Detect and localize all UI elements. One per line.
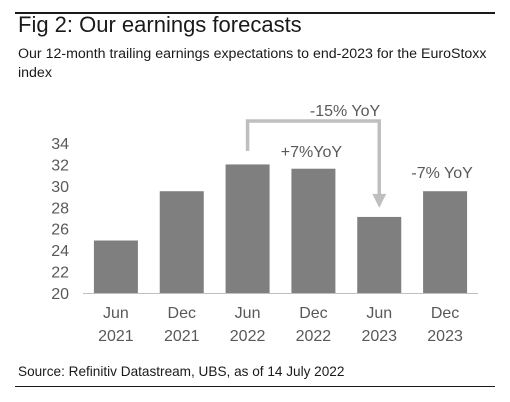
yoy-arrow-line bbox=[245, 119, 381, 195]
y-tick-label: 24 bbox=[51, 243, 69, 260]
x-tick-label: Jun bbox=[366, 305, 392, 322]
y-tick-label: 26 bbox=[51, 222, 69, 239]
bar bbox=[93, 240, 138, 293]
y-tick-label: 28 bbox=[51, 200, 69, 217]
y-tick-label: 32 bbox=[51, 157, 69, 174]
x-tick-label: 2022 bbox=[296, 328, 332, 345]
chart-subtitle: Our 12-month trailing earnings expectati… bbox=[18, 46, 487, 81]
x-tick-label: Jun bbox=[235, 305, 261, 322]
yoy-arrowhead bbox=[372, 193, 387, 208]
x-tick-label: Dec bbox=[168, 305, 196, 322]
bar bbox=[159, 191, 204, 293]
y-tick-label: 34 bbox=[51, 136, 69, 153]
title-rule bbox=[15, 12, 495, 14]
annotation-yoy-arrow: -15% YoY bbox=[310, 103, 381, 120]
bar bbox=[225, 164, 270, 293]
x-tick-label: 2021 bbox=[98, 328, 134, 345]
x-tick-label: Dec bbox=[431, 305, 459, 322]
y-tick-label: 30 bbox=[51, 179, 69, 196]
source-rule bbox=[15, 386, 495, 387]
x-tick-label: 2021 bbox=[164, 328, 200, 345]
x-tick-label: 2022 bbox=[230, 328, 266, 345]
chart-title: Fig 2: Our earnings forecasts bbox=[18, 12, 302, 37]
annotation-yoy-2023: -7% YoY bbox=[411, 165, 473, 182]
annotation-yoy-2022: +7%YoY bbox=[281, 144, 343, 161]
y-tick-label: 22 bbox=[51, 265, 69, 282]
bar bbox=[423, 191, 468, 293]
x-tick-label: Dec bbox=[299, 305, 327, 322]
bar bbox=[357, 216, 402, 293]
bar bbox=[291, 168, 336, 293]
x-tick-label: 2023 bbox=[427, 328, 463, 345]
source-note: Source: Refinitiv Datastream, UBS, as of… bbox=[18, 364, 345, 379]
x-tick-label: Jun bbox=[103, 305, 129, 322]
y-tick-label: 20 bbox=[51, 286, 69, 303]
x-tick-label: 2023 bbox=[361, 328, 397, 345]
